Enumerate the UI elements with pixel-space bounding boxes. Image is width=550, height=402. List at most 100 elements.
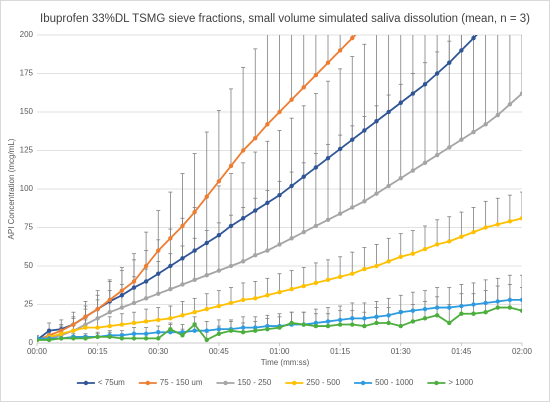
x-tick-label: 01:00 (269, 347, 290, 356)
data-point (240, 297, 246, 303)
error-bar (265, 277, 270, 296)
data-point (495, 112, 500, 118)
data-point (519, 297, 522, 303)
data-point (216, 268, 222, 273)
data-point (265, 122, 270, 127)
data-point (228, 328, 234, 333)
data-point (119, 336, 125, 341)
y-tick-label: 50 (24, 261, 33, 270)
data-point (410, 319, 416, 324)
error-bar (398, 233, 403, 257)
data-point (386, 183, 391, 189)
error-bar (265, 190, 270, 251)
data-point (398, 254, 403, 259)
data-point (107, 310, 112, 315)
legend-swatch-marker (360, 380, 366, 386)
error-bar (241, 282, 246, 300)
data-point (277, 242, 282, 247)
error-bar (301, 162, 306, 233)
error-bar (459, 211, 464, 237)
data-point (398, 310, 403, 315)
error-bar (507, 194, 512, 222)
data-point (156, 248, 161, 253)
error-bar (326, 259, 330, 280)
data-point (156, 330, 161, 335)
error-bar (485, 35, 487, 125)
error-bar (168, 191, 173, 239)
data-point (434, 242, 440, 247)
data-point (483, 122, 488, 127)
y-tick-label: 150 (20, 107, 34, 116)
data-point (447, 60, 452, 65)
data-point (471, 35, 476, 41)
data-point (228, 223, 234, 229)
error-bar (303, 35, 305, 88)
data-point (483, 310, 488, 315)
data-point (325, 217, 331, 222)
data-point (386, 259, 391, 264)
data-point (301, 322, 306, 327)
data-point (471, 129, 476, 135)
legend-label: > 1000 (448, 378, 473, 387)
error-bar (350, 251, 355, 274)
series-lines (37, 35, 522, 343)
legend-item: < 75um (76, 378, 125, 387)
data-point (156, 317, 161, 323)
error-bar (435, 219, 440, 245)
data-point (519, 91, 522, 96)
error-bar (216, 110, 221, 182)
error-bar (156, 260, 161, 294)
data-point (156, 336, 161, 341)
data-point (398, 100, 403, 105)
data-point (168, 330, 173, 335)
data-point (131, 285, 137, 290)
data-point (374, 314, 379, 320)
data-point (253, 135, 258, 141)
data-point (71, 336, 76, 341)
legend-item: 500 - 1000 (354, 378, 414, 387)
data-point (143, 319, 149, 324)
data-point (192, 209, 197, 215)
error-bar (241, 66, 246, 151)
error-bar (277, 180, 282, 245)
error-bar (279, 35, 280, 112)
data-point (325, 60, 331, 65)
data-point (422, 160, 428, 166)
x-axis-title: Time (mm:ss) (261, 358, 310, 367)
data-point (374, 320, 379, 326)
error-bar (192, 153, 197, 213)
data-point (350, 322, 355, 327)
data-point (192, 277, 197, 283)
data-point (495, 299, 500, 304)
data-point (289, 236, 294, 241)
data-point (350, 316, 355, 321)
data-point (507, 219, 513, 224)
error-bar (447, 40, 452, 148)
data-point (362, 316, 367, 321)
data-point (216, 326, 222, 332)
data-point (289, 183, 294, 189)
y-tick-label: 125 (20, 146, 34, 155)
error-bar (374, 244, 379, 266)
data-point (374, 263, 379, 269)
error-bar (327, 35, 329, 63)
data-point (216, 303, 222, 309)
data-point (483, 225, 488, 230)
data-point (71, 328, 76, 333)
data-point (228, 263, 234, 269)
error-bar (423, 225, 427, 250)
data-point (277, 109, 282, 115)
data-point (95, 325, 100, 330)
data-point (240, 148, 246, 153)
data-point (313, 320, 319, 326)
data-point (156, 291, 161, 296)
legend-swatch-marker (145, 380, 150, 386)
data-point (422, 82, 428, 87)
data-point (422, 246, 428, 252)
data-point (204, 273, 209, 278)
error-bar (266, 35, 268, 125)
x-tick-label: 01:30 (391, 347, 412, 356)
data-point (471, 229, 476, 235)
data-point (168, 316, 173, 321)
